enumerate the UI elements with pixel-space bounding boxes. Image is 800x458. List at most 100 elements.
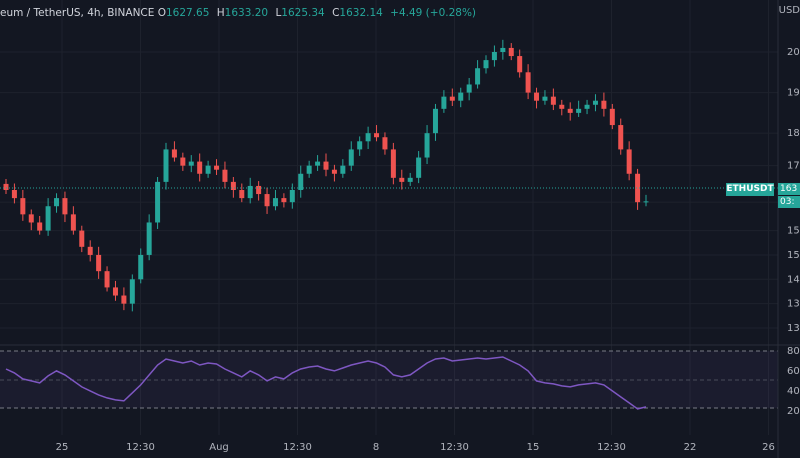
candle-body — [416, 157, 422, 178]
rsi-line — [5, 356, 647, 410]
candle-body — [163, 149, 169, 182]
candle-body — [222, 169, 228, 182]
candle-body — [129, 279, 135, 304]
candle-body — [70, 214, 76, 231]
candle-body — [374, 133, 380, 138]
candle-body — [567, 108, 573, 113]
candle-body — [340, 165, 346, 174]
candle-body — [239, 190, 245, 199]
time-tick-label: 22 — [684, 442, 697, 453]
candle-body — [635, 173, 641, 203]
time-tick-label: 12:30 — [283, 442, 312, 453]
symbol-tag: ETHUSDT — [726, 183, 774, 196]
candle-body — [534, 92, 540, 101]
candle-body — [121, 295, 127, 304]
legend-low-label: L — [275, 7, 282, 19]
candle-body — [281, 198, 287, 203]
price-tick-label: 180 — [787, 128, 800, 139]
candle-body — [205, 165, 211, 174]
candle-body — [171, 149, 177, 158]
candle-body — [138, 254, 144, 280]
candle-body — [559, 104, 565, 109]
time-tick-label: 25 — [56, 442, 69, 453]
legend-low-value: 1625.34 — [281, 7, 325, 19]
candle-body — [449, 96, 455, 101]
candle-body — [214, 165, 220, 170]
last-price-tag: 163 — [778, 183, 800, 195]
candle-body — [197, 161, 203, 174]
candle-body — [626, 149, 632, 174]
rsi-tick-label: 40. — [787, 386, 800, 397]
candle-body — [256, 185, 262, 195]
price-tick-label: 144 — [787, 274, 800, 285]
candle-body — [112, 287, 118, 296]
candle-body — [146, 222, 152, 255]
candle-body — [458, 92, 464, 101]
legend-high-value: 1633.20 — [224, 7, 269, 19]
candle-body — [483, 60, 489, 69]
candle-body — [609, 108, 615, 126]
candle-body — [592, 100, 598, 105]
candle-body — [432, 108, 438, 134]
candle-body — [491, 52, 497, 61]
candle-body — [399, 177, 405, 182]
candle-body — [20, 198, 26, 215]
time-tick-label: 12:30 — [597, 442, 626, 453]
chart-grid — [0, 0, 778, 435]
candle-body — [576, 108, 582, 113]
candle-body — [407, 177, 413, 182]
candle-body — [323, 161, 329, 170]
candle-body — [466, 84, 472, 93]
candle-body — [315, 161, 321, 166]
rsi-tick-label: 20. — [787, 406, 800, 417]
candle-body — [54, 198, 60, 207]
candle-body — [525, 72, 531, 93]
candle-body — [365, 133, 371, 142]
time-tick-label: Aug — [209, 442, 229, 453]
currency-label[interactable]: USD — [778, 5, 800, 16]
time-tick-label: 12:30 — [126, 442, 155, 453]
rsi-tick-label: 80. — [787, 346, 800, 357]
candle-body — [188, 161, 194, 166]
candle-body — [348, 149, 354, 166]
candle-body — [643, 201, 649, 203]
legend-open-label: O — [157, 7, 166, 19]
candle-body — [289, 190, 295, 203]
candle-body — [62, 198, 68, 215]
time-axis[interactable]: 25 12:30 Aug 12:30 8 12:30 15 12:30 22 26 — [56, 442, 775, 453]
candle-body — [475, 68, 481, 85]
legend-change: +4.49 (+0.28%) — [390, 7, 477, 19]
candle-body — [79, 230, 85, 247]
countdown-tag: 03: — [778, 196, 800, 208]
candle-body — [542, 96, 548, 101]
candle-body — [37, 222, 43, 231]
legend-open-value: 1627.65 — [166, 7, 210, 19]
rsi-axis[interactable]: 80. 60. 40. 20. — [787, 346, 800, 417]
candle-body — [230, 181, 236, 190]
legend-high-label: H — [216, 7, 225, 19]
candle-body — [104, 271, 110, 288]
price-tick-label: 150 — [787, 250, 800, 261]
legend-symbol: eum / TetherUS, 4h, BINANCE — [0, 7, 155, 19]
time-tick-label: 15 — [527, 442, 540, 453]
candle-body — [357, 141, 363, 150]
candle-body — [247, 185, 253, 199]
candle-body — [390, 149, 396, 178]
candle-body — [28, 214, 34, 223]
candle-body — [331, 169, 337, 174]
price-tick-label: 156 — [787, 226, 800, 237]
candle-body — [264, 194, 270, 207]
candle-body — [298, 173, 304, 190]
candle-body — [45, 206, 51, 231]
candle-body — [424, 133, 430, 158]
candle-body — [155, 181, 161, 223]
candle-body — [584, 104, 590, 109]
candle-body — [618, 125, 624, 150]
candle-body — [272, 198, 278, 207]
candle-body — [87, 246, 93, 255]
candle-body — [180, 157, 186, 166]
chart-legend: eum / TetherUS, 4h, BINANCE O1627.65 H16… — [0, 7, 480, 19]
time-tick-label: 8 — [373, 442, 379, 453]
candle-body — [517, 56, 523, 73]
